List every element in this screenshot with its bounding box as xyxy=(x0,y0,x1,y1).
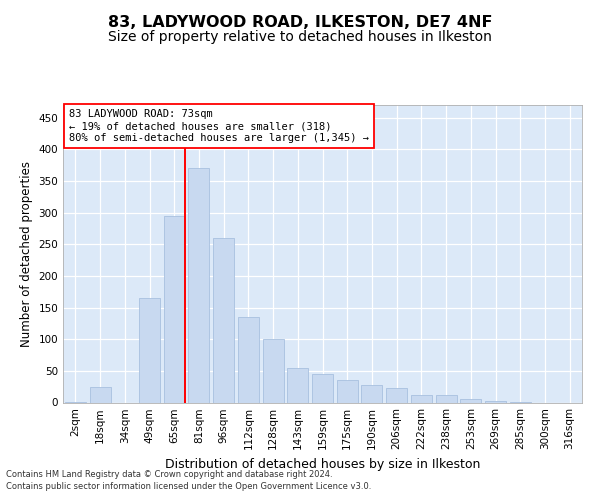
Bar xyxy=(361,385,382,402)
Bar xyxy=(485,400,506,402)
Text: 83 LADYWOOD ROAD: 73sqm
← 19% of detached houses are smaller (318)
80% of semi-d: 83 LADYWOOD ROAD: 73sqm ← 19% of detache… xyxy=(69,110,369,142)
Bar xyxy=(213,238,234,402)
Bar xyxy=(460,400,481,402)
Text: 83, LADYWOOD ROAD, ILKESTON, DE7 4NF: 83, LADYWOOD ROAD, ILKESTON, DE7 4NF xyxy=(108,15,492,30)
Bar xyxy=(337,380,358,402)
Bar xyxy=(188,168,209,402)
Bar xyxy=(89,388,110,402)
Bar xyxy=(411,395,432,402)
Bar xyxy=(164,216,185,402)
Text: Size of property relative to detached houses in Ilkeston: Size of property relative to detached ho… xyxy=(108,30,492,44)
Bar xyxy=(238,317,259,402)
Text: Contains public sector information licensed under the Open Government Licence v3: Contains public sector information licen… xyxy=(6,482,371,491)
Y-axis label: Number of detached properties: Number of detached properties xyxy=(20,161,33,347)
Bar xyxy=(263,339,284,402)
Bar xyxy=(436,395,457,402)
X-axis label: Distribution of detached houses by size in Ilkeston: Distribution of detached houses by size … xyxy=(165,458,480,471)
Bar xyxy=(287,368,308,402)
Bar xyxy=(312,374,333,402)
Text: Contains HM Land Registry data © Crown copyright and database right 2024.: Contains HM Land Registry data © Crown c… xyxy=(6,470,332,479)
Bar xyxy=(386,388,407,402)
Bar xyxy=(139,298,160,403)
